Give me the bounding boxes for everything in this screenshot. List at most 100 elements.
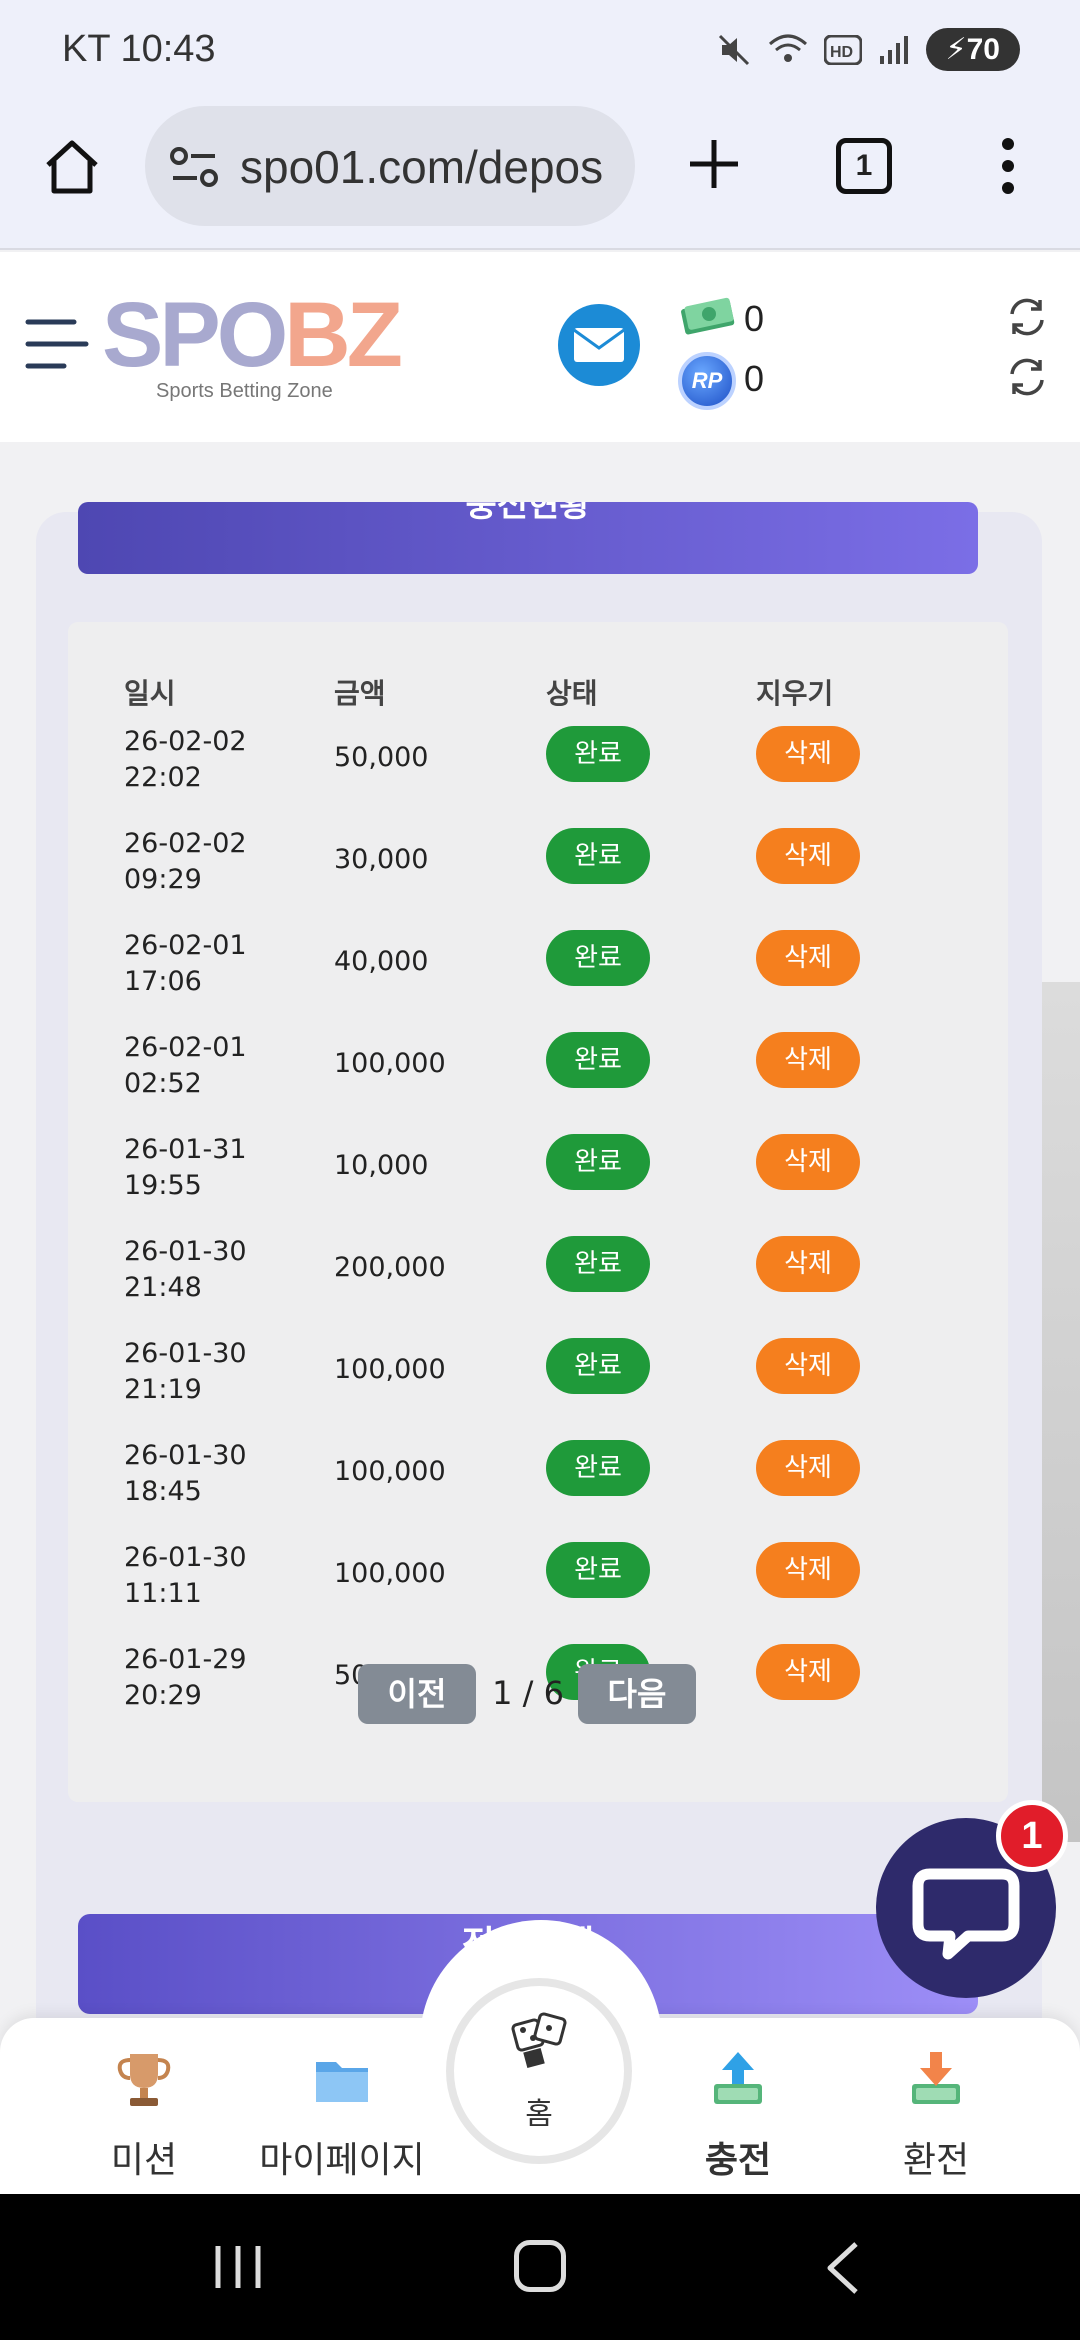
row-amount: 100,000 [334,1558,446,1589]
status-time: KT 10:43 [62,28,216,70]
row-datetime: 26-01-29 20:29 [124,1644,247,1711]
row-datetime: 26-02-02 22:02 [124,726,247,793]
cash-icon [681,297,735,335]
refresh-cash-icon[interactable] [1004,294,1050,340]
nav-item-withdraw[interactable]: 환전 [846,2048,1026,2183]
row-datetime: 26-02-02 09:29 [124,828,247,895]
delete-button[interactable]: 삭제 [756,1542,860,1598]
status-badge: 완료 [546,1440,650,1496]
page-indicator: 1 / 6 [492,1674,564,1712]
battery-indicator: ⚡70 [925,28,1020,71]
status-badge: 완료 [546,1236,650,1292]
table-row: 26-02-01 02:52 100,000 완료 삭제 [68,1030,1008,1132]
nav-item-mission[interactable]: 미션 [54,2048,234,2183]
system-navigation-bar [0,2194,1080,2340]
chat-notification-badge: 1 [996,1800,1068,1872]
status-badge: 완료 [546,1542,650,1598]
table-row: 26-01-30 21:48 200,000 완료 삭제 [68,1234,1008,1336]
nav-item-deposit[interactable]: 충전 [648,2048,828,2183]
row-datetime: 26-02-01 17:06 [124,930,247,997]
delete-button[interactable]: 삭제 [756,1032,860,1088]
status-icons: HD ⚡70 [716,28,1020,71]
deposit-history-card: 충전현황 일시 금액 상태 지우기 26-02-02 22:02 50,000 완… [36,502,1042,2052]
site-logo[interactable]: SPOBZ Sports Betting Zone [102,284,403,402]
row-datetime: 26-02-01 02:52 [124,1032,247,1099]
row-amount: 100,000 [334,1456,446,1487]
row-amount: 100,000 [334,1354,446,1385]
refresh-rp-icon[interactable] [1004,354,1050,400]
background-decoration [1040,982,1080,1842]
delete-button[interactable]: 삭제 [756,1338,860,1394]
signal-icon [879,35,908,64]
delete-button[interactable]: 삭제 [756,1134,860,1190]
table-row: 26-01-30 21:19 100,000 완료 삭제 [68,1336,1008,1438]
deposit-table: 일시 금액 상태 지우기 26-02-02 22:02 50,000 완료 삭제 … [68,622,1008,1802]
more-menu-icon[interactable] [996,136,1020,196]
hd-icon: HD [823,34,862,65]
cash-balance: 0 [744,298,765,339]
svg-text:HD: HD [830,44,853,61]
prev-page-button[interactable]: 이전 [358,1664,476,1724]
trophy-icon [117,2054,171,2106]
next-page-button[interactable]: 다음 [578,1664,696,1724]
row-datetime: 26-01-30 11:11 [124,1542,247,1609]
row-datetime: 26-01-30 18:45 [124,1440,247,1507]
table-row: 26-02-02 22:02 50,000 완료 삭제 [68,724,1008,826]
system-home-icon[interactable] [514,2240,566,2292]
status-badge: 완료 [546,726,650,782]
status-badge: 완료 [546,1338,650,1394]
row-amount: 50,000 [334,742,429,773]
delete-button[interactable]: 삭제 [756,828,860,884]
nav-item-home[interactable]: 홈 [446,1978,632,2164]
delete-button[interactable]: 삭제 [756,930,860,986]
nav-item-mypage[interactable]: 마이페이지 [252,2048,432,2183]
status-bar: KT 10:43 HD ⚡70 [0,0,1080,100]
status-badge: 완료 [546,1032,650,1088]
status-badge: 완료 [546,1134,650,1190]
table-row: 26-01-30 18:45 100,000 완료 삭제 [68,1438,1008,1540]
row-amount: 200,000 [334,1252,446,1283]
row-amount: 10,000 [334,1150,429,1181]
rp-balance: 0 [744,358,765,399]
deposit-arrow-icon [714,2052,762,2104]
url-text[interactable]: spo01.com/depos [240,141,604,193]
column-header-delete: 지우기 [756,678,834,709]
new-tab-icon[interactable] [684,134,744,194]
table-row: 26-01-30 11:11 100,000 완료 삭제 [68,1540,1008,1642]
delete-button[interactable]: 삭제 [756,1236,860,1292]
delete-button[interactable]: 삭제 [756,1440,860,1496]
hamburger-menu-icon[interactable] [24,316,90,372]
row-datetime: 26-01-30 21:19 [124,1338,247,1405]
delete-button[interactable]: 삭제 [756,726,860,782]
pagination: 이전 1 / 6 다음 [0,1664,1080,1724]
casino-dice-icon [511,2012,567,2069]
recent-apps-icon[interactable] [212,2244,264,2290]
site-header: SPOBZ Sports Betting Zone 0 RP 0 [0,252,1080,442]
delete-button[interactable]: 삭제 [756,1644,860,1700]
row-amount: 100,000 [334,1048,446,1079]
row-datetime: 26-01-31 19:55 [124,1134,247,1201]
mail-button[interactable] [558,304,640,386]
column-header-date: 일시 [124,678,176,709]
browser-toolbar: spo01.com/depos 1 [0,100,1080,250]
back-icon[interactable] [822,2240,862,2296]
row-amount: 30,000 [334,844,429,875]
main-content: 충전현황 일시 금액 상태 지우기 26-02-02 22:02 50,000 완… [0,442,1080,2052]
site-settings-icon[interactable] [169,144,219,190]
column-header-amount: 금액 [334,678,386,709]
status-badge: 완료 [546,828,650,884]
rp-icon: RP [678,352,736,410]
table-row: 26-02-02 09:29 30,000 완료 삭제 [68,826,1008,928]
logo-tagline: Sports Betting Zone [156,380,333,402]
row-amount: 40,000 [334,946,429,977]
table-row: 26-01-31 19:55 10,000 완료 삭제 [68,1132,1008,1234]
url-bar[interactable]: spo01.com/depos [145,106,635,226]
section-title: 충전현황 [78,502,978,574]
tab-switcher-button[interactable]: 1 [836,138,892,194]
wifi-icon [768,34,807,62]
home-icon[interactable] [40,135,104,199]
withdraw-arrow-icon [912,2052,960,2104]
folder-icon [316,2062,368,2102]
chat-bubble-icon [912,1868,1020,1960]
mail-icon [573,328,625,362]
